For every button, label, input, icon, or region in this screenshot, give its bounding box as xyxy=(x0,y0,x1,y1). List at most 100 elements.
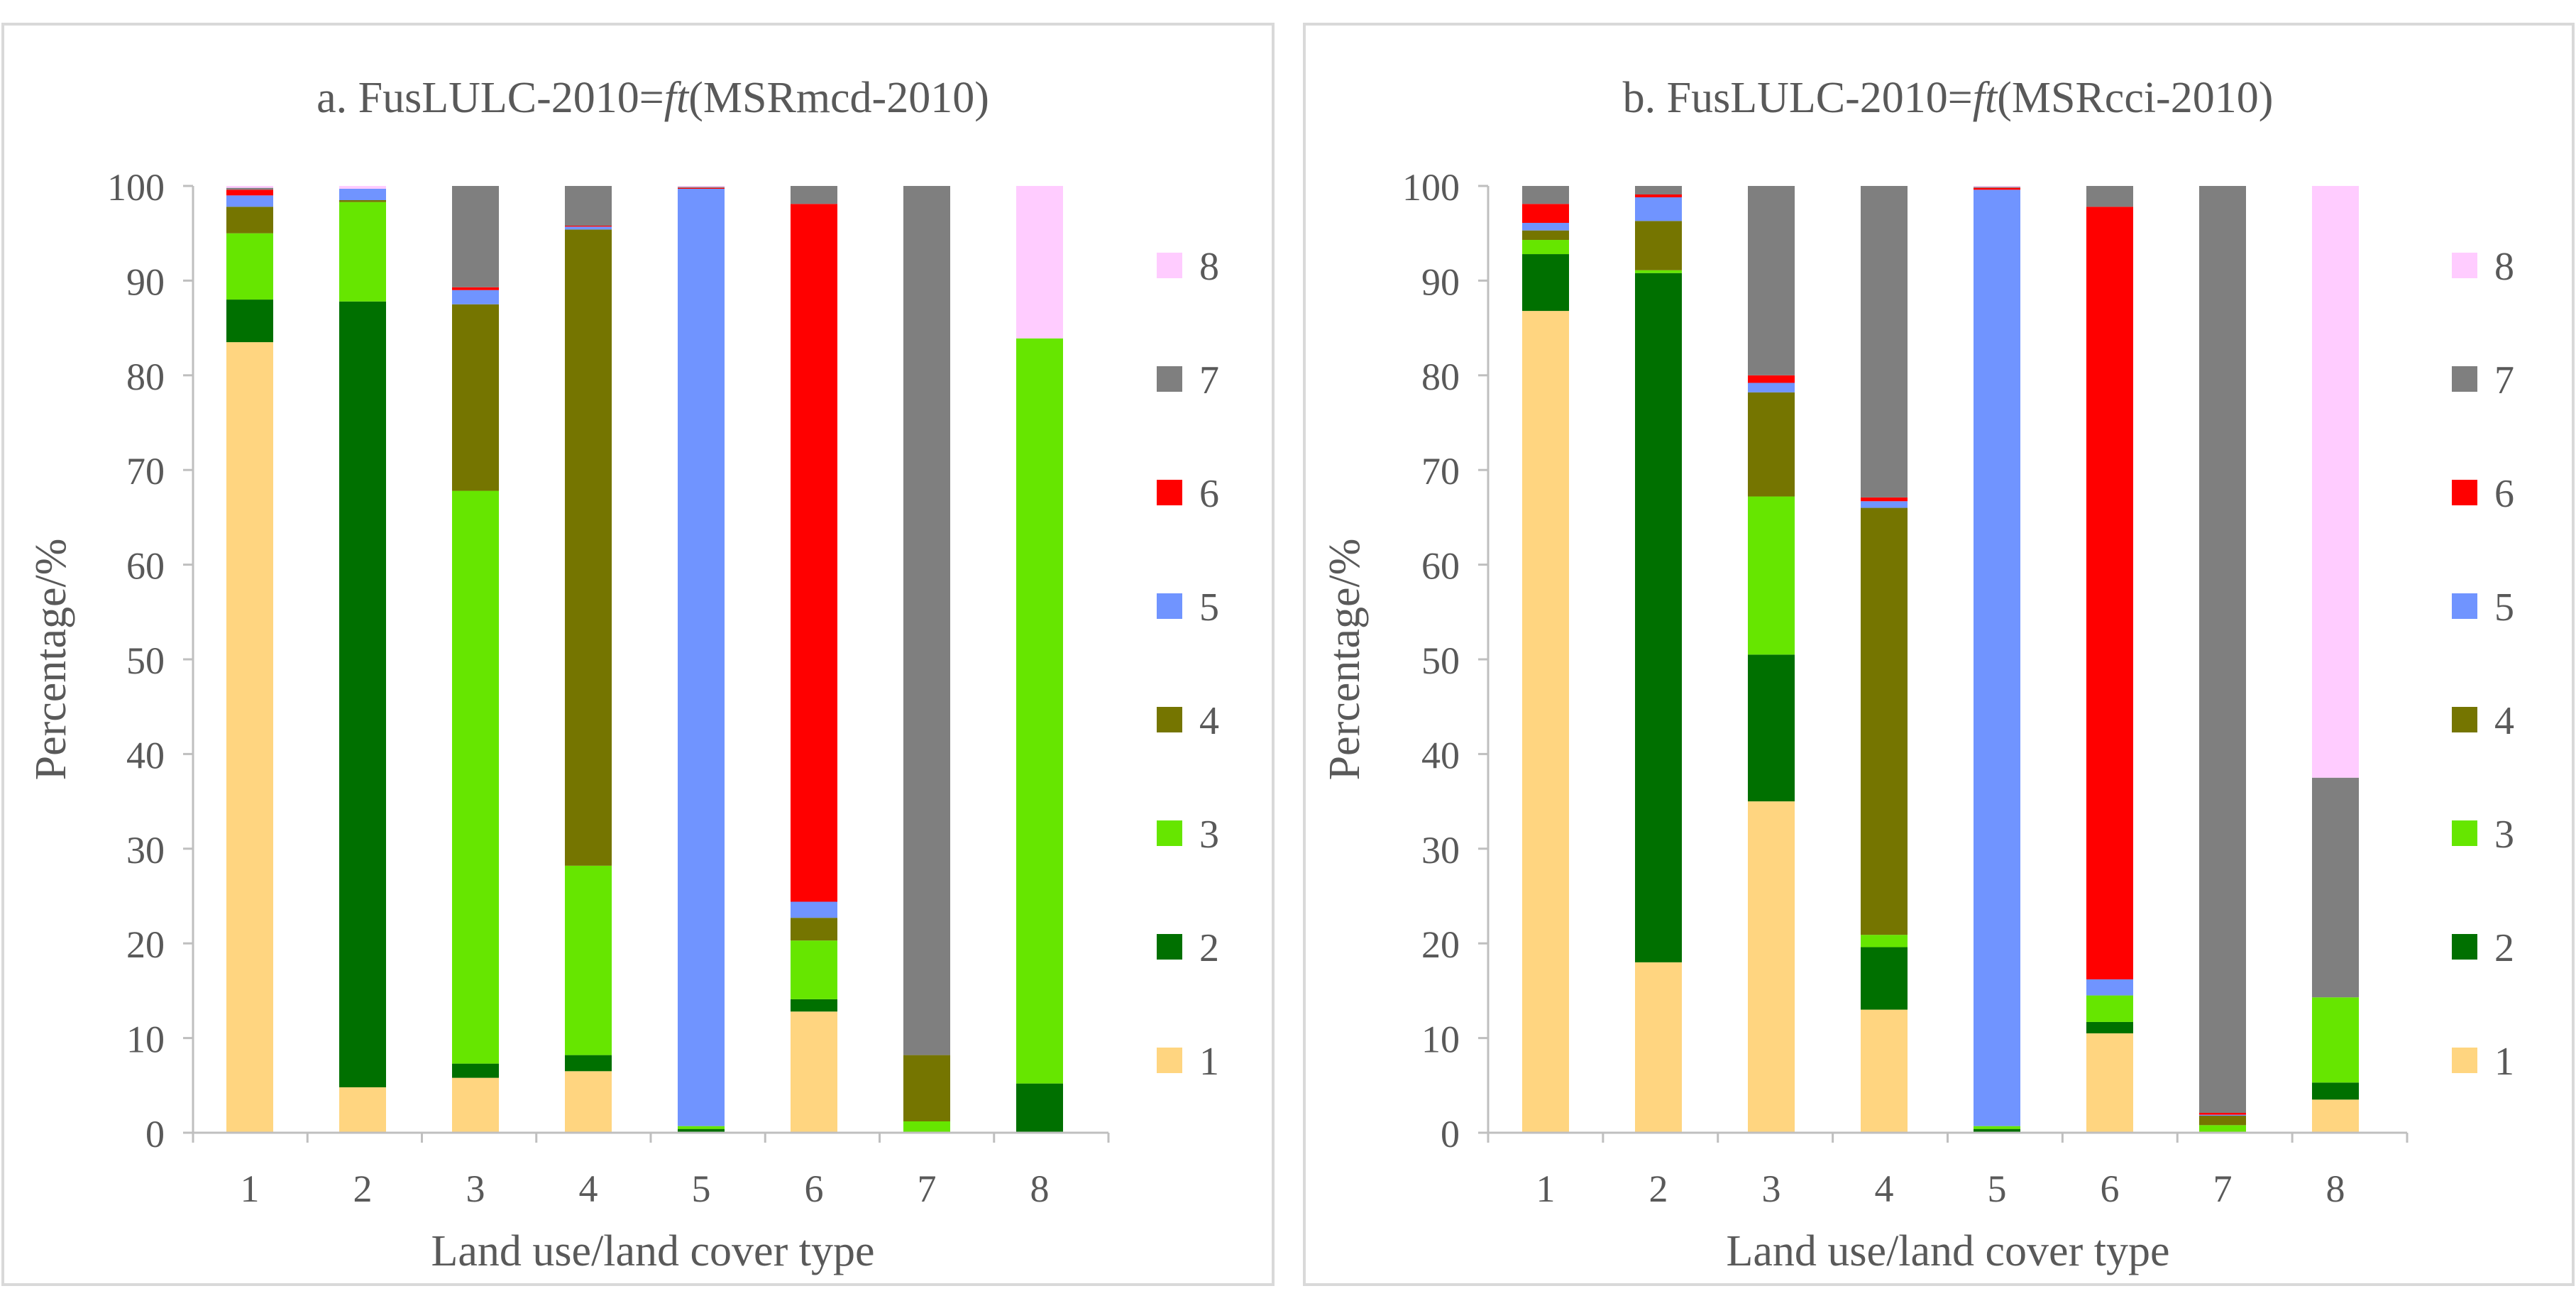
legend-swatch-8 xyxy=(2452,253,2477,278)
x-tick-label: 2 xyxy=(353,1168,373,1210)
bar-segment-cat1-series1 xyxy=(1522,311,1569,1133)
bar-segment-cat5-series2 xyxy=(1974,1128,2020,1133)
y-tick-label: 80 xyxy=(126,356,165,398)
y-tick-label: 70 xyxy=(1421,450,1460,493)
y-tick-label: 60 xyxy=(126,545,165,588)
y-tick-label: 40 xyxy=(126,734,165,776)
bar-segment-cat2-series5 xyxy=(1635,197,1682,221)
legend-swatch-6 xyxy=(1157,480,1182,505)
bar-segment-cat5-series2 xyxy=(678,1128,725,1133)
legend-label: 2 xyxy=(2494,926,2514,970)
y-tick-label: 90 xyxy=(126,260,165,303)
bar-segment-cat4-series6 xyxy=(1861,497,1908,502)
legend-label: 7 xyxy=(2494,358,2514,402)
y-tick-label: 60 xyxy=(1421,545,1460,588)
bar-segment-cat8-series8 xyxy=(1016,186,1063,339)
bar-segment-cat1-series7 xyxy=(226,187,273,190)
bar-segment-cat3-series7 xyxy=(452,186,499,287)
bar-segment-cat7-series7 xyxy=(903,186,950,1055)
bar-segment-cat6-series5 xyxy=(791,901,837,918)
y-tick-label: 20 xyxy=(1421,923,1460,966)
bar-segment-cat1-series3 xyxy=(226,233,273,300)
bar-segment-cat1-series2 xyxy=(226,300,273,343)
y-axis-title: Percentage/% xyxy=(1321,539,1369,781)
legend-swatch-3 xyxy=(1157,820,1182,846)
x-tick-label: 5 xyxy=(1988,1168,2007,1210)
legend-swatch-7 xyxy=(2452,366,2477,392)
bar-segment-cat6-series5 xyxy=(2086,979,2133,996)
chart-title-italic: ft xyxy=(1973,74,1998,122)
bar-segment-cat1-series2 xyxy=(1522,254,1569,312)
bar-segment-cat5-series8 xyxy=(678,186,725,187)
legend-swatch-7 xyxy=(1157,366,1182,392)
x-tick-label: 8 xyxy=(1030,1168,1050,1210)
y-tick-label: 90 xyxy=(1421,260,1460,303)
chart-title: b. FusLULC-2010=ft(MSRcci-2010) xyxy=(1623,74,2274,122)
x-tick-label: 6 xyxy=(2101,1168,2120,1210)
legend-label: 4 xyxy=(2494,699,2514,743)
legend-swatch-6 xyxy=(2452,480,2477,505)
legend-label: 8 xyxy=(1199,245,1219,289)
y-tick-label: 0 xyxy=(145,1113,165,1155)
x-tick-label: 4 xyxy=(579,1168,598,1210)
bar-segment-cat2-series1 xyxy=(1635,962,1682,1133)
bar-segment-cat4-series3 xyxy=(565,865,612,1055)
x-tick-label: 5 xyxy=(692,1168,711,1210)
bar-segment-cat2-series8 xyxy=(339,186,386,189)
legend-label: 4 xyxy=(1199,699,1219,743)
chart-title-prefix: b. FusLULC-2010= xyxy=(1623,74,1973,122)
bar-segment-cat6-series6 xyxy=(2086,207,2133,979)
bar-segment-cat6-series7 xyxy=(791,186,837,204)
legend-swatch-8 xyxy=(1157,253,1182,278)
bar-segment-cat4-series4 xyxy=(1861,507,1908,935)
bar-segment-cat5-series6 xyxy=(1974,187,2020,190)
legend-swatch-5 xyxy=(2452,593,2477,619)
bar-segment-cat6-series3 xyxy=(791,940,837,999)
x-tick-label: 2 xyxy=(1649,1168,1668,1210)
legend-swatch-4 xyxy=(2452,707,2477,732)
bar-segment-cat7-series7 xyxy=(2199,186,2246,1113)
y-tick-label: 100 xyxy=(107,166,165,209)
chart-b: b. FusLULC-2010=ft(MSRcci-2010) 0 10 20 30 40… xyxy=(1321,74,2514,1275)
bar-segment-cat3-series6 xyxy=(452,287,499,290)
bar-segment-cat4-series7 xyxy=(1861,186,1908,498)
bar-segment-cat4-series2 xyxy=(1861,947,1908,1010)
y-tick-label: 10 xyxy=(1421,1018,1460,1061)
y-tick-label: 100 xyxy=(1402,166,1460,209)
bar-segment-cat1-series3 xyxy=(1522,240,1569,255)
legend-label: 5 xyxy=(1199,586,1219,630)
bar-segment-cat7-series4 xyxy=(903,1055,950,1121)
legend-swatch-1 xyxy=(1157,1048,1182,1073)
legend-label: 6 xyxy=(1199,472,1219,516)
bar-segment-cat5-series8 xyxy=(1974,186,2020,187)
bar-segment-cat7-series3 xyxy=(903,1121,950,1133)
y-tick-label: 40 xyxy=(1421,734,1460,776)
bar-segment-cat6-series1 xyxy=(791,1011,837,1133)
bar-segment-cat5-series3 xyxy=(1974,1126,2020,1129)
bar-segment-cat3-series1 xyxy=(452,1077,499,1133)
y-tick-label: 80 xyxy=(1421,356,1460,398)
x-axis-title: Land use/land cover type xyxy=(431,1227,875,1275)
bar-segment-cat2-series1 xyxy=(339,1087,386,1133)
legend-label: 1 xyxy=(1199,1040,1219,1084)
bar-segment-cat7-series4 xyxy=(2199,1115,2246,1126)
x-tick-label: 6 xyxy=(805,1168,824,1210)
x-tick-label: 3 xyxy=(466,1168,485,1210)
chart-title-italic: ft xyxy=(664,74,690,122)
bar-segment-cat7-series5 xyxy=(2199,1114,2246,1116)
bar-segment-cat6-series1 xyxy=(2086,1033,2133,1133)
bar-segment-cat6-series7 xyxy=(2086,186,2133,207)
bar-segment-cat8-series3 xyxy=(1016,338,1063,1084)
bar-segment-cat3-series5 xyxy=(1748,383,1795,392)
bar-segment-cat5-series6 xyxy=(678,187,725,189)
bar-segment-cat1-series1 xyxy=(226,342,273,1133)
x-tick-label: 1 xyxy=(241,1168,260,1210)
bar-segment-cat2-series2 xyxy=(1635,273,1682,962)
bar-segment-cat3-series1 xyxy=(1748,801,1795,1133)
bar-segment-cat3-series7 xyxy=(1748,186,1795,375)
y-tick-label: 30 xyxy=(1421,829,1460,872)
bar-segment-cat7-series6 xyxy=(2199,1112,2246,1115)
legend-swatch-3 xyxy=(2452,820,2477,846)
y-tick-label: 10 xyxy=(126,1018,165,1061)
